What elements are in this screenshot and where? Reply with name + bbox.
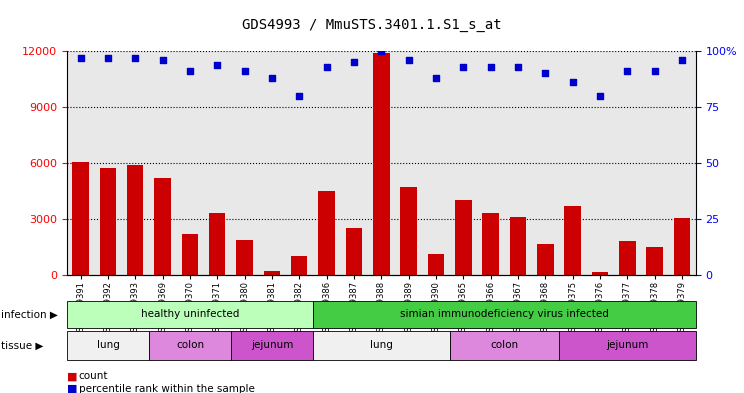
Text: infection ▶: infection ▶	[1, 309, 58, 320]
Bar	[291, 256, 307, 275]
Point	[211, 61, 223, 68]
Bar	[237, 240, 253, 275]
Point	[621, 68, 633, 74]
Bar	[318, 191, 335, 275]
Bar	[127, 165, 144, 275]
Bar	[537, 244, 554, 275]
Point	[430, 75, 442, 81]
Text: percentile rank within the sample: percentile rank within the sample	[79, 384, 254, 393]
Text: colon: colon	[176, 340, 204, 351]
Text: lung: lung	[97, 340, 119, 351]
Bar	[373, 53, 390, 275]
Bar	[100, 168, 116, 275]
Point	[348, 59, 360, 65]
Bar	[647, 247, 663, 275]
Bar	[400, 187, 417, 275]
Point	[129, 55, 141, 61]
Bar	[674, 218, 690, 275]
Bar	[155, 178, 171, 275]
Bar	[455, 200, 472, 275]
Point	[157, 57, 169, 63]
Bar	[510, 217, 526, 275]
Text: ■: ■	[67, 371, 77, 382]
Point	[184, 68, 196, 74]
Text: jejunum: jejunum	[606, 340, 649, 351]
Bar	[346, 228, 362, 275]
Text: count: count	[79, 371, 109, 382]
Text: simian immunodeficiency virus infected: simian immunodeficiency virus infected	[400, 309, 609, 320]
Point	[74, 55, 86, 61]
Point	[512, 64, 524, 70]
Point	[676, 57, 688, 63]
Bar	[619, 241, 635, 275]
Point	[403, 57, 414, 63]
Point	[458, 64, 469, 70]
Bar	[591, 272, 608, 275]
Bar	[264, 271, 280, 275]
Bar	[428, 253, 444, 275]
Point	[539, 70, 551, 77]
Point	[375, 48, 387, 54]
Bar	[209, 213, 225, 275]
Text: ■: ■	[67, 384, 77, 393]
Bar	[182, 234, 198, 275]
Text: healthy uninfected: healthy uninfected	[141, 309, 239, 320]
Point	[567, 79, 579, 86]
Text: tissue ▶: tissue ▶	[1, 340, 44, 351]
Bar	[482, 213, 498, 275]
Point	[293, 93, 305, 99]
Text: jejunum: jejunum	[251, 340, 293, 351]
Bar	[72, 162, 89, 275]
Point	[594, 93, 606, 99]
Point	[484, 64, 496, 70]
Point	[266, 75, 278, 81]
Text: colon: colon	[490, 340, 519, 351]
Point	[321, 64, 333, 70]
Point	[102, 55, 114, 61]
Text: lung: lung	[370, 340, 393, 351]
Point	[239, 68, 251, 74]
Bar	[565, 206, 581, 275]
Text: GDS4993 / MmuSTS.3401.1.S1_s_at: GDS4993 / MmuSTS.3401.1.S1_s_at	[243, 18, 501, 32]
Point	[649, 68, 661, 74]
